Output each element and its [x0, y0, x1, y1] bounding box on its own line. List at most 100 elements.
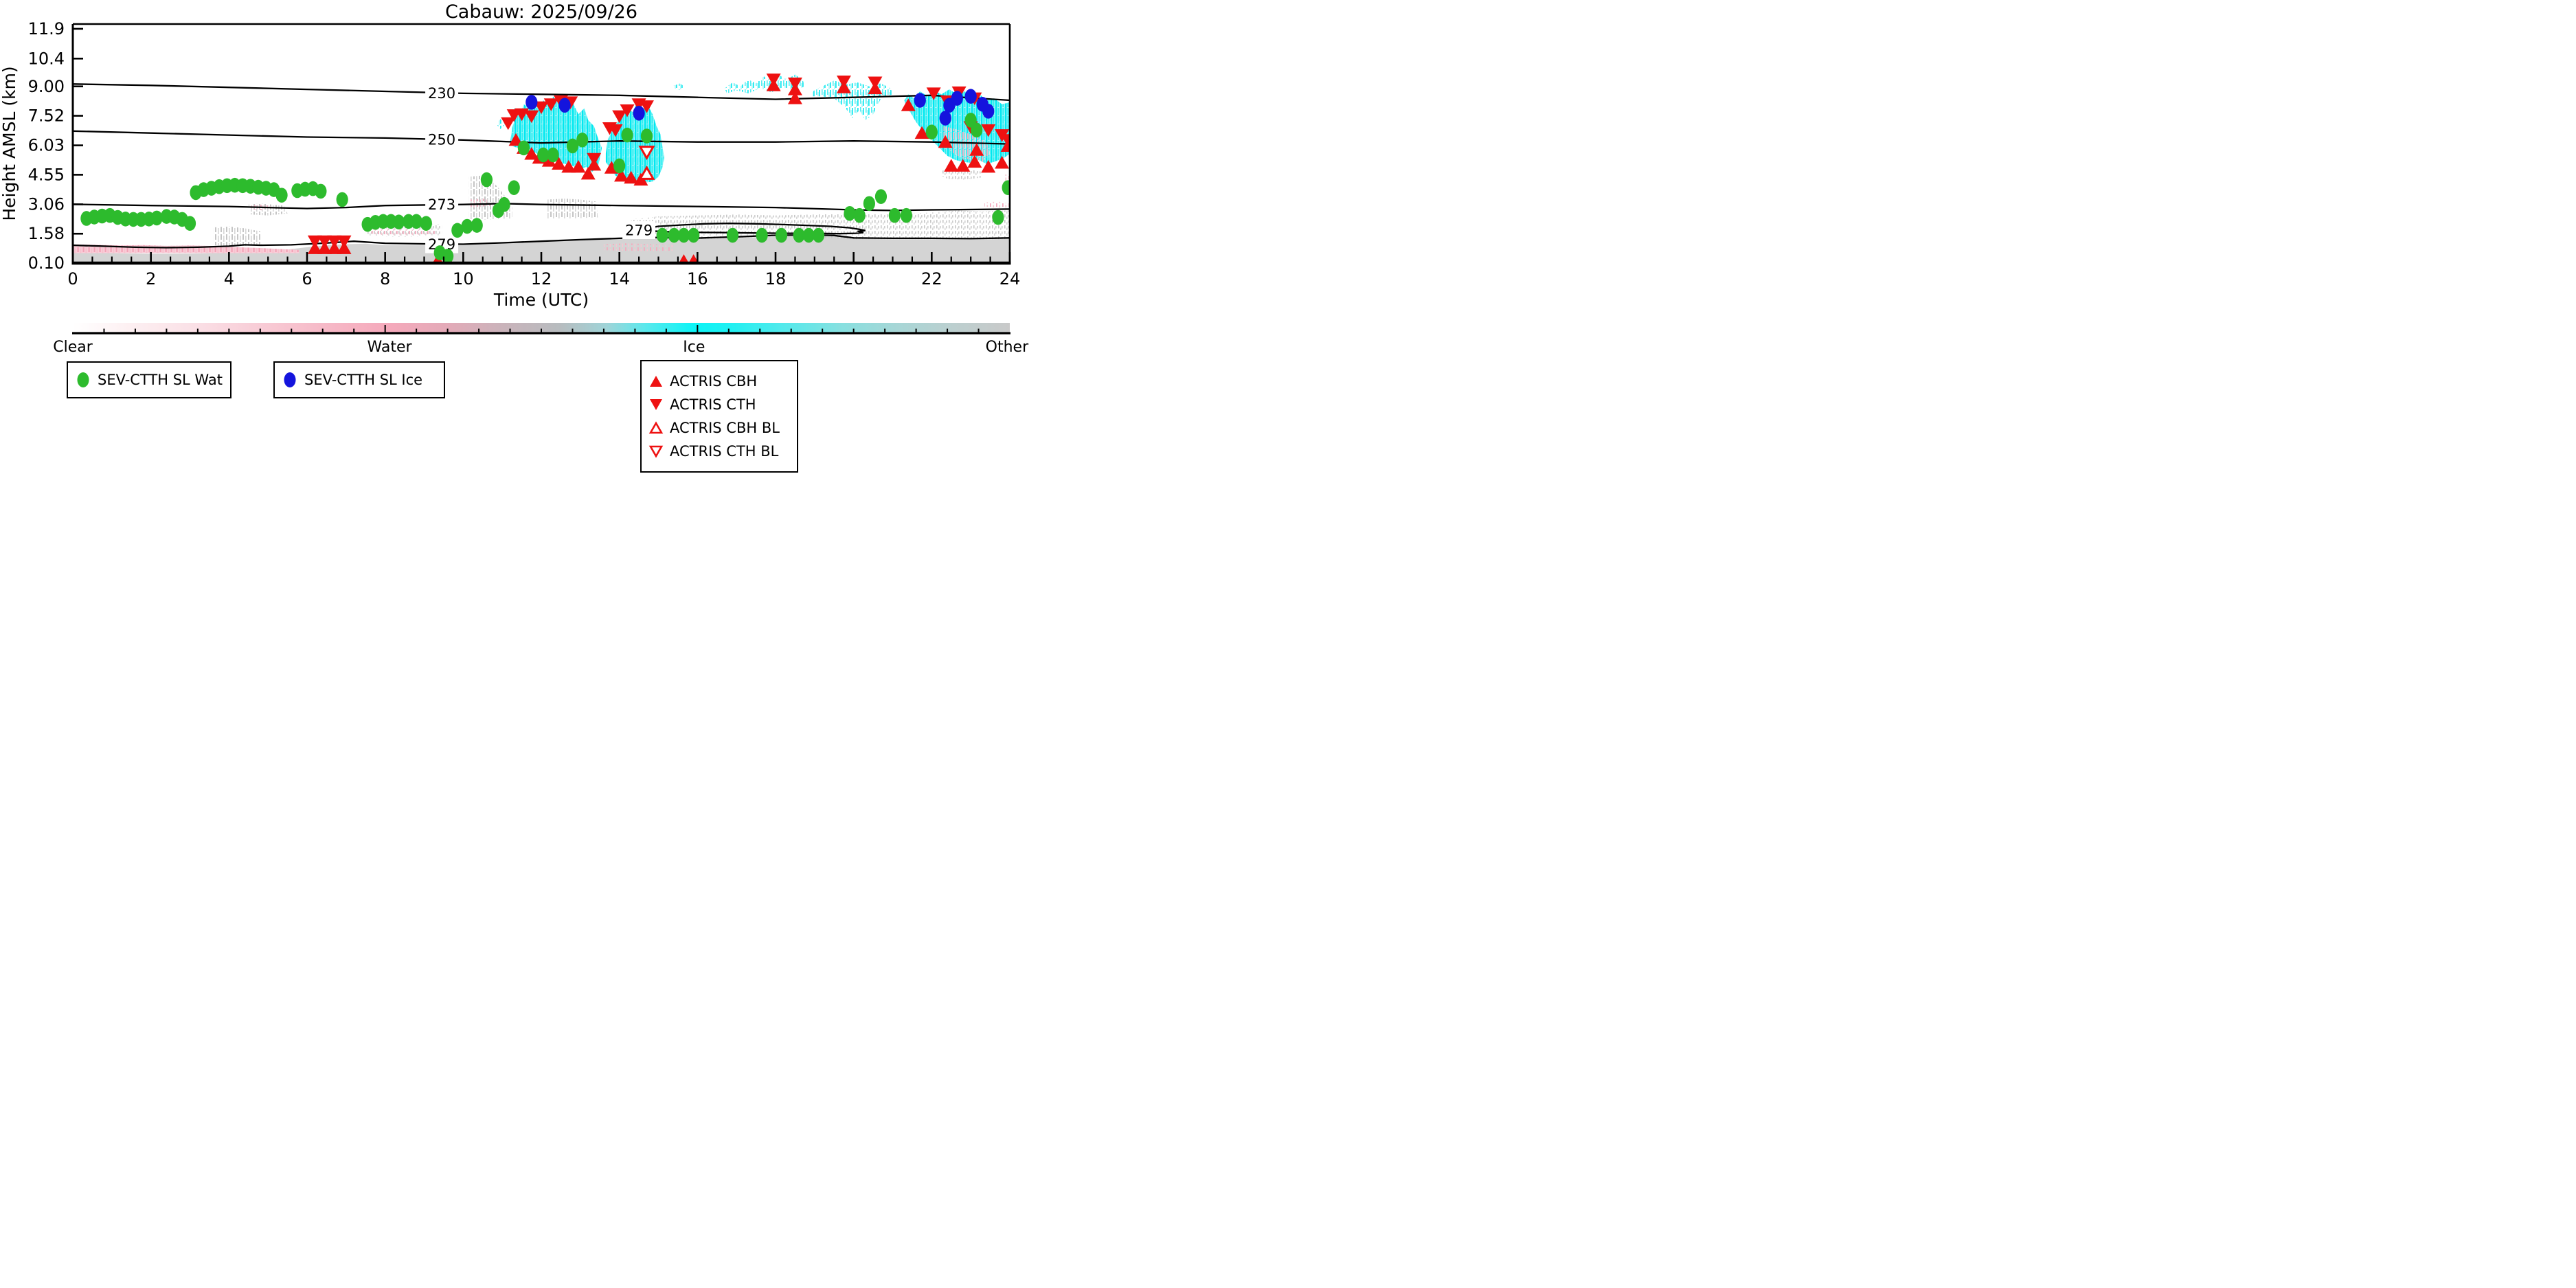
marker-cth — [524, 110, 539, 124]
marker-cbh — [508, 133, 523, 146]
marker-ice — [964, 89, 977, 104]
marker-cth — [317, 235, 332, 249]
legend-row: ACTRIS CBH BL — [648, 416, 790, 440]
marker-wat — [613, 158, 626, 174]
chart-title: Cabauw: 2025/09/26 — [444, 1, 638, 23]
marker-cbh — [901, 98, 916, 111]
x-tick-label: 22 — [921, 269, 942, 289]
x-tick-label: 12 — [531, 269, 552, 289]
marker-wat — [315, 183, 327, 199]
marker-wat — [480, 172, 493, 188]
cth-triangle-icon — [650, 399, 662, 410]
marker-cth — [787, 77, 802, 91]
contour-279 — [640, 223, 866, 235]
marker-ice — [633, 105, 645, 121]
colorbar-label-other: Other — [986, 339, 1029, 356]
legend-label: ACTRIS CBH — [670, 373, 758, 389]
x-tick-label: 10 — [453, 269, 474, 289]
marker-wat — [874, 189, 888, 204]
marker-wat — [656, 227, 668, 243]
marker-cbh-bl — [638, 165, 655, 180]
marker-cbh — [787, 91, 802, 104]
marker-wat — [888, 207, 901, 223]
marker-wat — [971, 122, 983, 138]
marker-cbh — [614, 168, 629, 182]
marker-cth — [868, 76, 883, 89]
legend-row: ACTRIS CBH — [648, 370, 790, 393]
y-tick-label: 0.10 — [28, 253, 65, 273]
x-axis-title: Time (UTC) — [493, 290, 589, 310]
y-axis-title: Height AMSL (km) — [0, 66, 19, 221]
figure: Cabauw: 2025/09/26 230 250 273 279 279 0 2 4 6 8 1… — [0, 0, 1030, 515]
legend-label: SEV-CTTH SL Ice — [304, 372, 423, 388]
legend-actris: ACTRIS CBH ACTRIS CTH ACTRIS CBH BL ACTR… — [640, 360, 798, 473]
contour-label-bg — [622, 221, 656, 240]
y-tick-label: 3.06 — [28, 194, 65, 214]
marker-wat — [275, 188, 288, 203]
y-tick-label: 6.03 — [28, 136, 65, 155]
contour-230 — [73, 83, 1010, 102]
marker-wat — [677, 227, 690, 243]
marker-cth — [608, 124, 623, 137]
marker-wat — [547, 147, 559, 163]
x-tick-label: 16 — [687, 269, 708, 289]
marker-wat — [517, 140, 530, 156]
legend-sev-ctth-wat: SEV-CTTH SL Wat — [67, 361, 231, 398]
marker-wat — [900, 207, 912, 223]
water-cloud-marker-icon — [77, 372, 89, 387]
marker-cbh — [524, 147, 539, 160]
marker-cth — [766, 74, 781, 87]
cbh-bl-open-triangle-icon — [648, 421, 664, 434]
x-tick-label: 8 — [380, 269, 390, 289]
marker-cbh — [969, 143, 984, 156]
marker-wat — [471, 218, 483, 233]
marker-wat — [668, 227, 680, 243]
legend-row: ACTRIS CTH — [648, 393, 790, 416]
legend-label: ACTRIS CTH BL — [670, 443, 779, 460]
marker-cth — [501, 117, 516, 131]
marker-wat — [498, 196, 510, 212]
marker-wat — [640, 128, 653, 144]
pink-10h — [468, 199, 491, 208]
marker-cth — [639, 100, 654, 113]
colorbar-label-clear: Clear — [53, 339, 93, 356]
marker-cth — [327, 235, 342, 249]
contour-label: 273 — [428, 196, 455, 213]
legend-row: SEV-CTTH SL Ice — [282, 368, 437, 392]
data-markers — [80, 74, 1010, 263]
axes: 0 2 4 6 8 10 12 14 16 18 20 22 240.101.583.064.556.0… — [0, 19, 1020, 310]
cyan-high-17-18h — [725, 74, 805, 93]
legend-sev-ctth-ice: SEV-CTTH SL Ice — [273, 361, 445, 398]
marker-wat — [621, 127, 633, 143]
y-tick-label: 4.55 — [28, 165, 65, 184]
x-tick-label: 0 — [67, 269, 78, 289]
marker-wat — [726, 227, 739, 243]
marker-wat — [793, 227, 805, 243]
contour-250 — [73, 130, 1010, 145]
marker-cth — [543, 98, 558, 111]
legend-row: SEV-CTTH SL Wat — [75, 368, 223, 392]
marker-cbh — [679, 254, 689, 263]
marker-wat — [150, 210, 163, 226]
colorbar-label-ice: Ice — [683, 339, 705, 356]
marker-ice — [982, 104, 995, 119]
marker-cbh — [580, 166, 596, 180]
x-tick-label: 2 — [146, 269, 156, 289]
marker-cbh — [914, 126, 929, 139]
ice-cloud-marker-icon — [284, 372, 296, 387]
marker-wat — [992, 210, 1004, 225]
pink-tail-23h — [984, 201, 1010, 208]
legend-label: SEV-CTTH SL Wat — [98, 372, 223, 388]
marker-cth — [337, 235, 352, 249]
marker-wat — [756, 227, 768, 243]
x-tick-label: 6 — [302, 269, 312, 289]
marker-wat — [853, 207, 866, 223]
marker-wat — [442, 249, 454, 263]
contour-label: 230 — [428, 85, 455, 102]
x-tick-label: 4 — [224, 269, 234, 289]
cyan-high-19-21h — [813, 80, 893, 120]
marker-wat — [566, 138, 579, 154]
gray-cols-early — [213, 226, 260, 247]
marker-cth — [620, 104, 635, 117]
